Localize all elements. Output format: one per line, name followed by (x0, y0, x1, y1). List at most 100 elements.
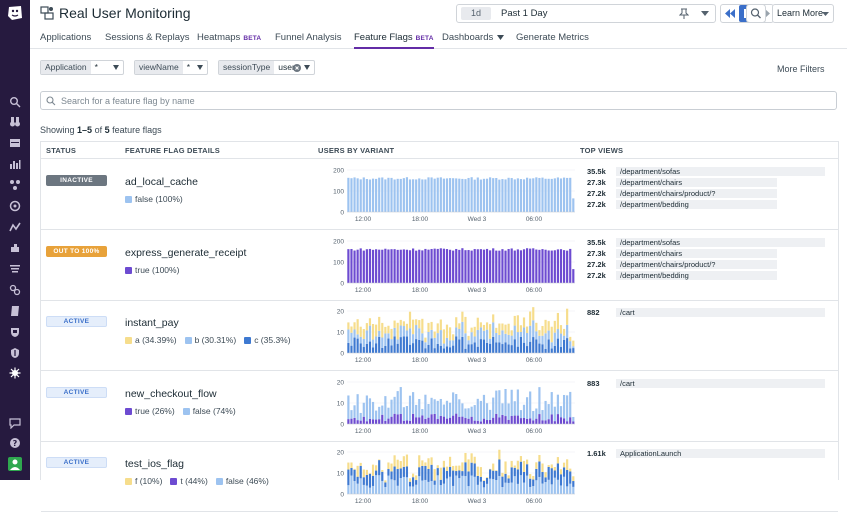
apm-icon[interactable] (9, 221, 21, 233)
users-by-variant-chart[interactable]: 20 10 0 12:00 18:00 Wed 3 06:00 (325, 446, 575, 510)
chart-bar (553, 406, 556, 421)
rewind-button[interactable] (721, 5, 739, 22)
feature-flag-name[interactable]: instant_pay (125, 317, 179, 329)
chart-bar (439, 479, 442, 486)
top-view-row[interactable]: 882/cart (587, 307, 827, 318)
column-header-top-views[interactable]: TOP VIEWS (580, 146, 624, 155)
top-view-path[interactable]: /department/bedding (620, 200, 689, 209)
top-view-row[interactable]: 35.5k/department/sofas (587, 166, 827, 177)
table-row[interactable]: OUT TO 100% express_generate_receipt true … (41, 231, 838, 301)
integrations-icon[interactable] (9, 242, 21, 254)
chart-bar (473, 342, 476, 353)
chart-bar (390, 416, 393, 424)
chart-bar (421, 480, 424, 494)
top-view-path[interactable]: /department/chairs (620, 248, 683, 258)
rum-icon[interactable] (9, 367, 21, 379)
filter-sessiontype[interactable]: sessionType user (218, 60, 315, 75)
search-icon[interactable] (9, 96, 21, 108)
top-view-row[interactable]: 27.2k/department/bedding (587, 270, 827, 281)
chart-bar (375, 410, 378, 420)
top-view-row[interactable]: 27.2k/department/chairs/product/? (587, 188, 827, 199)
binoculars-icon[interactable] (9, 116, 21, 128)
zoom-icon[interactable] (746, 4, 766, 23)
filter-viewname[interactable]: viewName * (134, 60, 208, 75)
table-row[interactable]: ACTIVE new_checkout_flow true (26%) false (… (41, 372, 838, 442)
time-range-selector[interactable]: 1d Past 1 Day (456, 4, 716, 23)
top-view-row[interactable]: 27.3k/department/chairs (587, 177, 827, 188)
infrastructure-icon[interactable] (9, 179, 21, 191)
top-view-row[interactable]: 883/cart (587, 378, 827, 389)
top-view-row[interactable]: 27.3k/department/chairs (587, 248, 827, 259)
more-filters-button[interactable]: More Filters (777, 64, 825, 74)
dashboard-icon[interactable] (9, 137, 21, 149)
top-view-path[interactable]: /department/chairs/product/? (620, 189, 716, 198)
tab-feature-flags[interactable]: Feature Flags BETA (354, 32, 434, 49)
feature-flag-name[interactable]: test_ios_flag (125, 458, 184, 470)
chat-icon[interactable] (9, 417, 21, 429)
top-bar: Real User Monitoring 1d Past 1 Day Learn… (30, 0, 847, 28)
chart-bar (368, 248, 372, 283)
tab-applications[interactable]: Applications (40, 32, 91, 49)
chevron-down-icon[interactable] (701, 10, 709, 17)
chart-bar (415, 475, 418, 481)
feature-flag-name[interactable]: express_generate_receipt (125, 246, 247, 259)
chart-bar (350, 326, 353, 333)
learn-more-button[interactable]: Learn More (772, 4, 834, 23)
chart-bar (353, 468, 356, 470)
chart-bar (519, 179, 523, 212)
top-view-path[interactable]: ApplicationLaunch (620, 449, 682, 458)
tab-dashboards[interactable]: Dashboards (442, 32, 505, 49)
search-input[interactable]: Search for a feature flag by name (40, 91, 837, 110)
datadog-logo-icon[interactable] (6, 4, 24, 22)
users-by-variant-chart[interactable]: 20 10 0 12:00 18:00 Wed 3 06:00 (325, 305, 575, 369)
chart-bar (504, 415, 507, 424)
metrics-icon[interactable] (9, 158, 21, 170)
top-view-path[interactable]: /department/bedding (620, 270, 689, 280)
feature-flag-name[interactable]: ad_local_cache (125, 176, 198, 188)
top-view-path[interactable]: /department/sofas (620, 167, 681, 176)
pin-icon[interactable] (679, 8, 689, 19)
top-view-row[interactable]: 35.5k/department/sofas (587, 237, 827, 248)
chart-bar (547, 321, 550, 331)
user-avatar-icon[interactable] (8, 457, 22, 471)
top-view-row[interactable]: 27.2k/department/chairs/product/? (587, 259, 827, 270)
column-header-users-by-variant[interactable]: USERS BY VARIANT (318, 146, 395, 155)
users-by-variant-chart[interactable]: 200 100 0 12:00 18:00 Wed 3 06:00 (325, 164, 575, 228)
tab-sessions-replays[interactable]: Sessions & Replays (105, 32, 189, 49)
filter-value[interactable]: user (274, 61, 314, 74)
help-icon[interactable]: ? (9, 437, 21, 449)
synthetics-icon[interactable] (9, 284, 21, 296)
chart-bar (402, 248, 405, 283)
users-by-variant-chart[interactable]: 200 100 0 12:00 18:00 Wed 3 06:00 (325, 235, 575, 299)
filter-value[interactable]: * (91, 61, 123, 74)
filter-value[interactable]: * (183, 61, 207, 74)
top-view-row[interactable]: 1.61k ApplicationLaunch (587, 448, 827, 459)
table-row[interactable]: INACTIVE ad_local_cache false (100%) 200 100… (41, 160, 838, 230)
table-row[interactable]: ACTIVE test_ios_flag f (10%) t (44%) false (… (41, 442, 838, 512)
clear-icon[interactable] (293, 64, 301, 72)
feature-flag-name[interactable]: new_checkout_flow (125, 387, 217, 400)
top-view-path[interactable]: /department/chairs/product/? (620, 259, 716, 269)
chart-bar (408, 395, 412, 421)
logs-icon[interactable] (9, 263, 21, 275)
notebooks-icon[interactable] (9, 305, 21, 317)
top-view-path[interactable]: /department/chairs (620, 178, 683, 187)
column-header-status[interactable]: STATUS (46, 146, 77, 155)
shield-icon[interactable] (9, 347, 21, 359)
column-header-details[interactable]: FEATURE FLAG DETAILS (125, 146, 220, 155)
users-by-variant-chart[interactable]: 20 10 0 12:00 18:00 Wed 3 06:00 (325, 376, 575, 440)
top-view-path[interactable]: /department/sofas (620, 237, 681, 247)
security-icon[interactable] (9, 326, 21, 338)
chart-bar (559, 248, 563, 283)
top-view-path[interactable]: /cart (620, 308, 635, 317)
status-badge: ACTIVE (46, 386, 107, 398)
tab-funnel-analysis[interactable]: Funnel Analysis (275, 32, 342, 49)
table-row[interactable]: ACTIVE instant_pay a (34.39%) b (30.31%) c (… (41, 301, 838, 371)
top-view-path[interactable]: /cart (620, 378, 635, 388)
filter-application[interactable]: Application * (40, 60, 124, 75)
monitors-icon[interactable] (9, 200, 21, 212)
chart-bar (430, 329, 433, 339)
tab-heatmaps[interactable]: Heatmaps BETA (197, 32, 261, 49)
top-view-row[interactable]: 27.2k/department/bedding (587, 199, 827, 210)
tab-generate-metrics[interactable]: Generate Metrics (516, 32, 589, 49)
